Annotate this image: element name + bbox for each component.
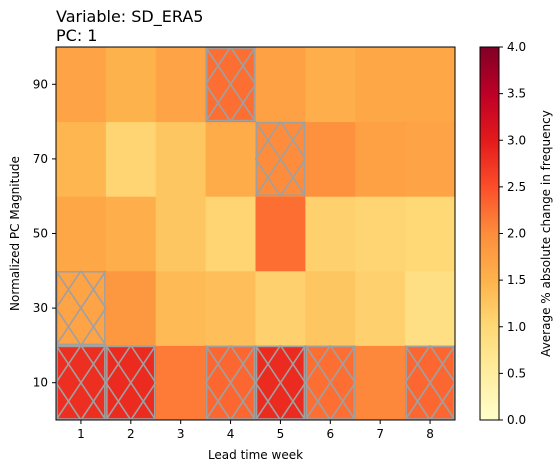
heatmap-cell [255,196,306,272]
heatmap-cell [355,345,406,421]
hatch-overlay [304,344,356,421]
colorbar-tick-label: 2.5 [507,180,526,194]
heatmap-cell [355,270,406,346]
heatmap-cell [255,270,306,346]
heatmap-cell [56,121,107,197]
heatmap-cell [355,196,406,272]
colorbar-tick-label: 0.5 [507,366,526,380]
heatmap-cell [105,270,157,346]
x-tick-label: 8 [426,427,434,441]
heatmap-cell [405,270,456,346]
hatch-overlay [404,344,456,421]
colorbar-tick-label: 3.0 [507,133,526,147]
x-axis-ticks: 1 2 3 4 5 6 7 8 [77,420,434,441]
colorbar-tick-label: 0.0 [507,413,526,427]
hatch-overlay [55,344,107,421]
heatmap-cells [56,47,456,421]
hatch-overlay [204,344,257,421]
hatch-overlay [254,121,307,197]
heatmap-cell [305,196,356,272]
hatch-overlay [254,344,307,421]
heatmap-cell [405,196,456,272]
y-tick-label: 50 [33,227,48,241]
heatmap-cell [105,47,157,123]
heatmap-cell [155,270,207,346]
heatmap-cell [305,121,356,197]
heatmap-cell [205,270,256,346]
heatmap-cell [155,345,207,421]
chart-title-line-2: PC: 1 [56,26,97,45]
hatch-overlay [55,270,107,346]
heatmap-cell [405,47,456,123]
hatch-overlay [204,46,257,123]
x-tick-label: 6 [326,427,334,441]
hatch-overlays [55,46,456,421]
heatmap-cell [355,121,406,197]
colorbar-tick-label: 4.0 [507,40,526,54]
x-tick-label: 4 [227,427,235,441]
heatmap-cell [305,270,356,346]
colorbar-ticks: 0.0 0.5 1.0 1.5 2.0 2.5 3.0 3.5 4.0 [499,40,526,427]
colorbar-tick-label: 1.5 [507,273,526,287]
heatmap-cell [105,196,157,272]
y-axis-ticks: 10 30 50 70 90 [33,77,56,390]
x-axis-label: Lead time week [208,448,303,462]
y-tick-label: 70 [33,152,48,166]
heatmap-cell [355,47,406,123]
heatmap-cell [155,196,207,272]
heatmap-cell [105,121,157,197]
y-axis-label: Normalized PC Magnitude [8,156,22,311]
x-tick-label: 1 [77,427,85,441]
x-tick-label: 3 [177,427,185,441]
x-tick-label: 2 [127,427,135,441]
heatmap-cell [56,196,107,272]
heatmap-cell [405,121,456,197]
colorbar-tick-label: 1.0 [507,320,526,334]
y-tick-label: 30 [33,301,48,315]
heatmap-cell [205,121,256,197]
y-tick-label: 90 [33,77,48,91]
colorbar-label: Average % absolute change in frequency [539,110,553,357]
colorbar-tick-label: 3.5 [507,87,526,101]
heatmap-cell [205,196,256,272]
x-tick-label: 7 [376,427,384,441]
colorbar [479,46,500,421]
heatmap-cell [56,47,107,123]
colorbar-tick-label: 2.0 [507,227,526,241]
heatmap-cell [305,47,356,123]
chart-title-line-1: Variable: SD_ERA5 [56,7,203,27]
y-tick-label: 10 [33,376,48,390]
heatmap-cell [155,121,207,197]
heatmap-cell [255,47,306,123]
heatmap-cell [155,47,207,123]
x-tick-label: 5 [277,427,285,441]
hatch-overlay [105,344,157,421]
